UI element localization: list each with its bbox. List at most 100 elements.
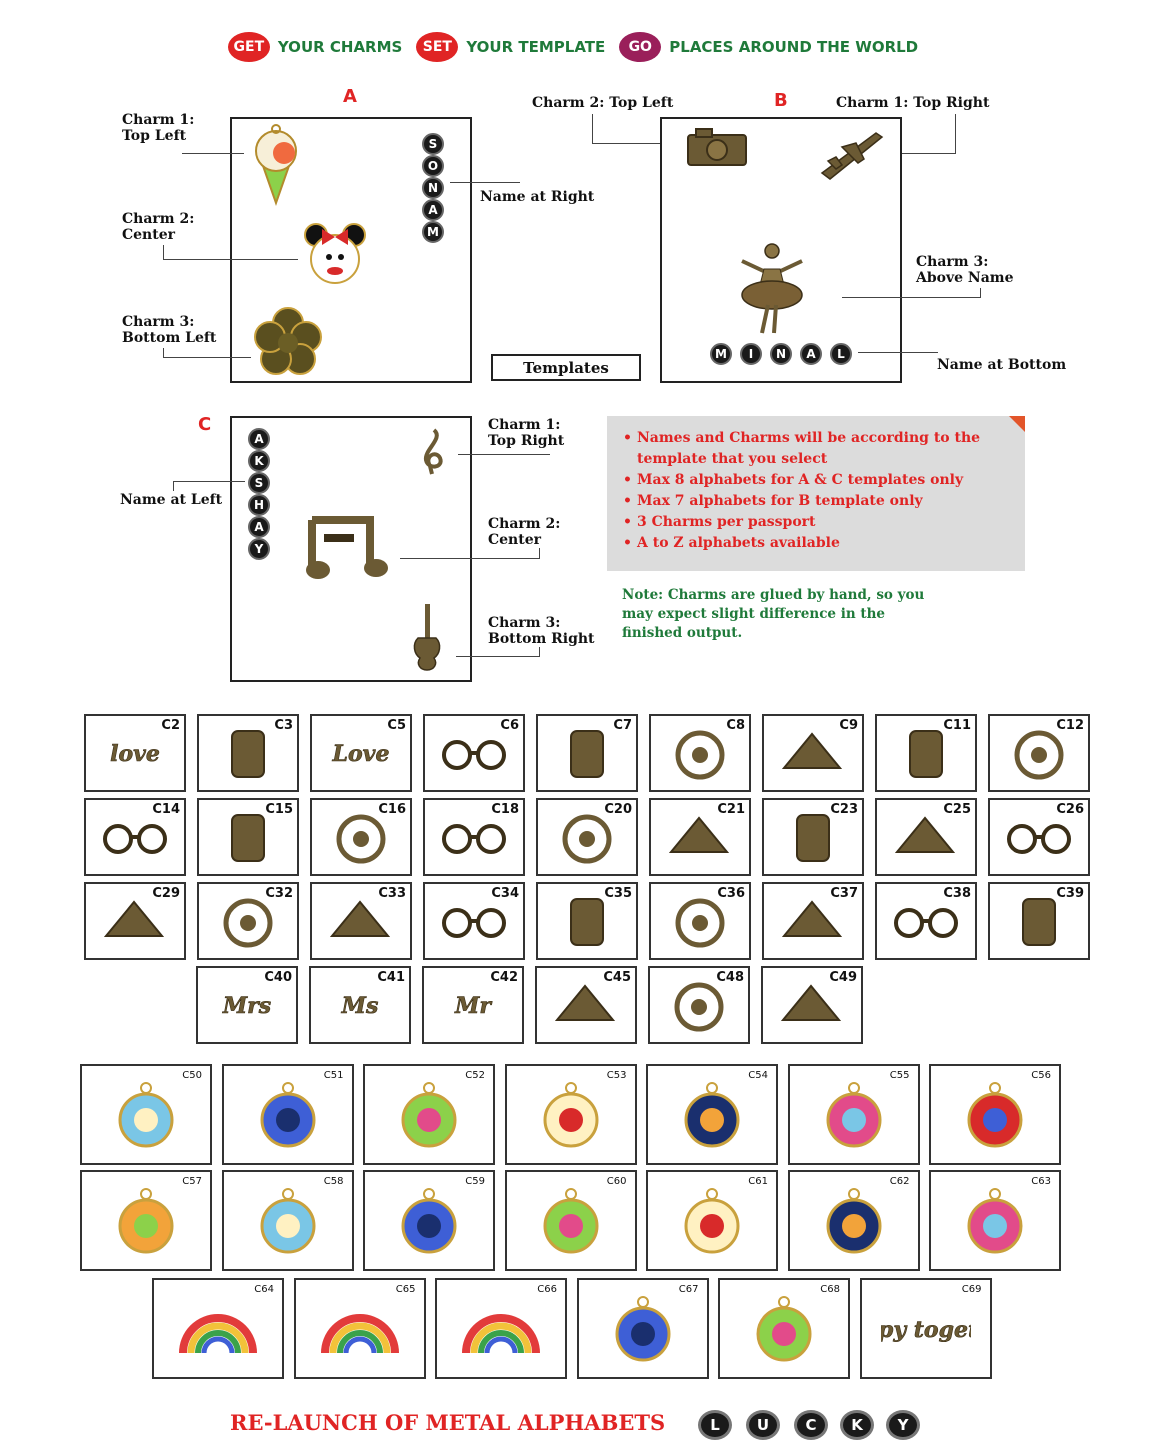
charm-cell-c14[interactable]: C14	[84, 798, 186, 876]
template-a-charm2-label: Charm 2: Center	[122, 211, 195, 243]
name-bead: A	[248, 428, 270, 450]
charm-c16-icon	[312, 800, 410, 874]
charm-cell-c49[interactable]: C49	[761, 966, 863, 1044]
charm-c29-icon	[86, 884, 184, 958]
charm-cell-c40[interactable]: Mrs C40	[196, 966, 298, 1044]
charm-cell-c21[interactable]: C21	[649, 798, 751, 876]
charm-c53-icon	[507, 1066, 635, 1163]
charm-code-label: C23	[830, 802, 858, 817]
leader-line	[955, 114, 956, 154]
charm-cell-c33[interactable]: C33	[310, 882, 412, 960]
charm-cell-c23[interactable]: C23	[762, 798, 864, 876]
charm-cell-c9[interactable]: C9	[762, 714, 864, 792]
charm-cell-c38[interactable]: C38	[875, 882, 977, 960]
charm-cell-c63[interactable]: C63	[929, 1170, 1061, 1271]
charm-cell-c57[interactable]: C57	[80, 1170, 212, 1271]
go-badge: GO	[619, 32, 662, 62]
charm-cell-c36[interactable]: C36	[649, 882, 751, 960]
charm-c15-icon	[199, 800, 297, 874]
charm-cell-c60[interactable]: C60	[504, 1170, 637, 1271]
charm-cell-c29[interactable]: C29	[84, 882, 186, 960]
charm-code-label: C15	[265, 802, 293, 817]
charm-cell-c5[interactable]: Love C5	[310, 714, 412, 792]
charm-cell-c16[interactable]: C16	[310, 798, 412, 876]
charm-cell-c50[interactable]: C50	[80, 1064, 212, 1165]
info-panel: Names and Charms will be according to th…	[607, 416, 1025, 571]
charm-cell-c62[interactable]: C62	[787, 1170, 920, 1271]
charm-code-label: C51	[323, 1070, 344, 1081]
charm-cell-c66[interactable]: C66	[435, 1278, 567, 1379]
name-bead: S	[248, 472, 270, 494]
charm-cell-c35[interactable]: C35	[536, 882, 638, 960]
charm-cell-c45[interactable]: C45	[535, 966, 637, 1044]
template-b-letter: B	[774, 90, 788, 111]
charm-cell-c11[interactable]: C11	[875, 714, 977, 792]
charm-cell-c59[interactable]: C59	[363, 1170, 495, 1271]
charm-cell-c68[interactable]: C68	[718, 1278, 850, 1379]
ice-cream-charm-icon	[255, 124, 297, 207]
charm-cell-c51[interactable]: C51	[221, 1064, 354, 1165]
charm-code-label: C63	[1031, 1176, 1051, 1187]
charm-cell-c69[interactable]: happy together C69	[859, 1278, 992, 1379]
charm-cell-c6[interactable]: C6	[423, 714, 525, 792]
charm-c2-icon: love	[86, 716, 184, 790]
leader-line	[592, 114, 593, 144]
info-bullet: Names and Charms will be according to th…	[623, 428, 1013, 470]
charm-c12-icon	[990, 716, 1088, 790]
charm-c49-icon	[763, 968, 861, 1042]
charm-cell-c64[interactable]: C64	[152, 1278, 284, 1379]
charm-cell-c25[interactable]: C25	[875, 798, 977, 876]
charm-cell-c54[interactable]: C54	[646, 1064, 778, 1165]
template-a-box: S O N A M	[230, 117, 472, 383]
leader-line	[539, 647, 540, 657]
charm-cell-c32[interactable]: C32	[197, 882, 299, 960]
charm-cell-c3[interactable]: C3	[197, 714, 299, 792]
leader-line	[400, 558, 540, 559]
charm-c14-icon	[86, 800, 184, 874]
charm-cell-c34[interactable]: C34	[423, 882, 525, 960]
charm-cell-c52[interactable]: C52	[363, 1064, 495, 1165]
charm-cell-c55[interactable]: C55	[787, 1064, 920, 1165]
info-bullets: Names and Charms will be according to th…	[623, 428, 1013, 554]
charm-c25-icon	[877, 800, 975, 874]
charm-cell-c42[interactable]: Mr C42	[422, 966, 524, 1044]
leader-line	[163, 348, 164, 358]
charm-code-label: C25	[943, 802, 971, 817]
charm-cell-c58[interactable]: C58	[221, 1170, 354, 1271]
svg-text:Mr: Mr	[454, 993, 492, 1019]
charm-cell-c20[interactable]: C20	[536, 798, 638, 876]
charm-cell-c7[interactable]: C7	[536, 714, 638, 792]
charm-c61-icon	[648, 1172, 776, 1269]
charm-code-label: C57	[182, 1176, 202, 1187]
charm-cell-c18[interactable]: C18	[423, 798, 525, 876]
charm-cell-c41[interactable]: Ms C41	[309, 966, 411, 1044]
svg-text:Love: Love	[332, 741, 390, 767]
templates-caption: Templates	[491, 354, 641, 381]
charm-cell-c15[interactable]: C15	[197, 798, 299, 876]
charm-cell-c26[interactable]: C26	[988, 798, 1090, 876]
charm-code-label: C9	[839, 718, 858, 733]
charm-c66-icon	[437, 1280, 565, 1377]
name-bead: I	[740, 343, 762, 365]
charm-cell-c53[interactable]: C53	[504, 1064, 637, 1165]
charm-code-label: C8	[726, 718, 745, 733]
charm-cell-c61[interactable]: C61	[646, 1170, 778, 1271]
charm-cell-c39[interactable]: C39	[988, 882, 1090, 960]
glue-note: Note: Charms are glued by hand, so you m…	[622, 587, 925, 641]
name-bead: A	[800, 343, 822, 365]
name-bead: Y	[248, 538, 270, 560]
charm-cell-c8[interactable]: C8	[649, 714, 751, 792]
charm-cell-c67[interactable]: C67	[576, 1278, 709, 1379]
charm-cell-c2[interactable]: love C2	[84, 714, 186, 792]
charm-cell-c48[interactable]: C48	[648, 966, 750, 1044]
charm-cell-c65[interactable]: C65	[293, 1278, 426, 1379]
charm-cell-c37[interactable]: C37	[762, 882, 864, 960]
charm-cell-c56[interactable]: C56	[929, 1064, 1061, 1165]
leader-line	[450, 182, 520, 183]
charm-c6-icon	[425, 716, 523, 790]
charm-c33-icon	[312, 884, 410, 958]
charm-cell-c12[interactable]: C12	[988, 714, 1090, 792]
template-b-charm3-label: Charm 3: Above Name	[916, 254, 1014, 286]
charm-c9-icon	[764, 716, 862, 790]
charm-c58-icon	[224, 1172, 352, 1269]
